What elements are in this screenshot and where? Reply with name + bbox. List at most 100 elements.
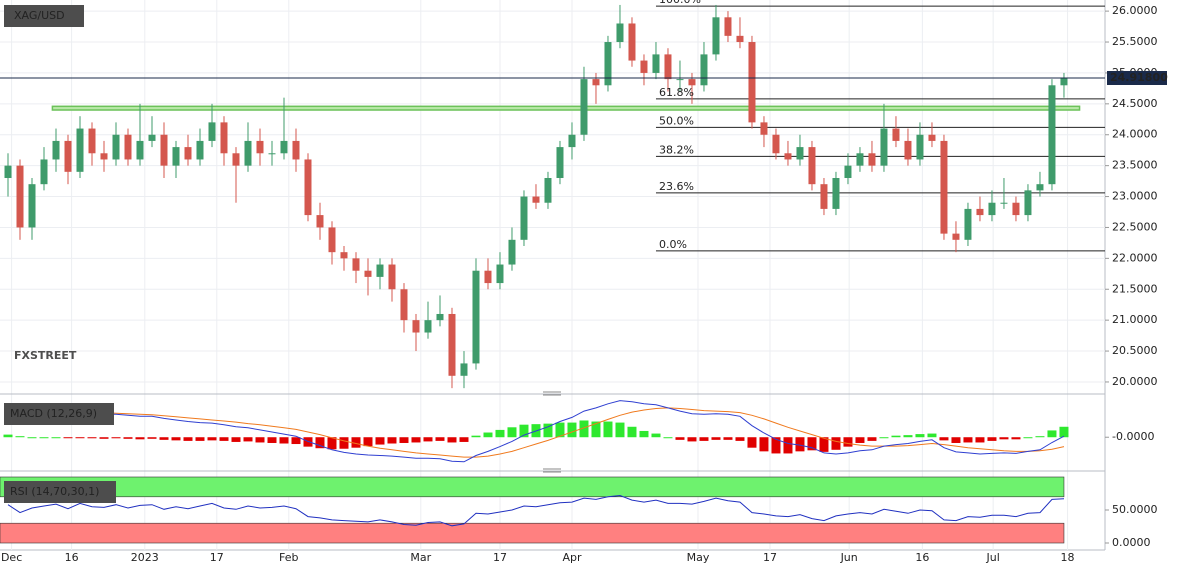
histogram-bar — [435, 437, 445, 441]
candle-body — [1036, 184, 1044, 191]
y-tick-label: 25.5000 — [1112, 35, 1158, 48]
histogram-bar — [15, 436, 25, 438]
y-tick-label: 22.0000 — [1112, 251, 1158, 264]
x-tick-label: Jun — [840, 551, 858, 564]
histogram-bar — [879, 437, 889, 439]
candle-body — [844, 165, 852, 179]
histogram-bar — [219, 437, 229, 441]
candle-body — [52, 140, 60, 160]
candle-body — [292, 140, 300, 160]
over-layer: Dec 16 2023 17 Feb Mar 17 Apr May 17 Jun 16 Jul 18 20.… — [0, 0, 1168, 564]
candle-body — [1012, 202, 1020, 216]
indicator-box — [4, 481, 116, 503]
candle-body — [880, 128, 888, 166]
under-layer: FXSTREET — [0, 0, 1106, 551]
candle-body — [424, 320, 432, 333]
candle-body — [388, 264, 396, 290]
histogram-bar — [795, 437, 805, 452]
candle-body — [772, 134, 780, 154]
histogram-bar — [399, 437, 409, 443]
histogram-bar — [1023, 437, 1033, 439]
candle-body — [232, 153, 240, 166]
candle-body — [124, 134, 132, 160]
histogram-bar — [603, 421, 613, 438]
histogram-bar — [867, 437, 877, 441]
last-price-label: 24.91800 — [1110, 71, 1168, 84]
candle-body — [412, 320, 420, 333]
candle-body — [1024, 190, 1032, 216]
candle-body — [28, 184, 36, 228]
histogram-bar — [351, 437, 361, 448]
histogram-bar — [807, 437, 817, 451]
candle-body — [808, 147, 816, 185]
histogram-bar — [315, 437, 325, 449]
y-tick-label: 24.0000 — [1112, 128, 1158, 141]
macd-line — [7, 400, 1065, 463]
candle-body — [364, 270, 372, 277]
candle-body — [712, 17, 720, 55]
candle-body — [496, 264, 504, 284]
histogram-bar — [687, 437, 697, 442]
candle-body — [316, 215, 324, 228]
candle-body — [304, 159, 312, 216]
candle-body — [760, 122, 768, 135]
histogram-bar — [243, 437, 253, 442]
histogram-bar — [423, 437, 433, 442]
histogram-bar — [999, 437, 1009, 440]
candle-body — [160, 134, 168, 166]
candle-body — [796, 147, 804, 160]
candle-body — [508, 239, 516, 265]
histogram-bar — [987, 437, 997, 441]
histogram-bar — [1011, 437, 1021, 440]
candle-body — [940, 140, 948, 234]
x-tick-label: Apr — [562, 551, 582, 564]
histogram-bar — [291, 437, 301, 445]
oversold-zone — [0, 522, 1065, 544]
x-tick-label: Mar — [410, 551, 431, 564]
x-tick-label: 16 — [65, 551, 79, 564]
rsi-line — [7, 494, 1065, 527]
histogram-bar — [723, 437, 733, 440]
histogram-bar — [63, 437, 73, 439]
histogram-bar — [663, 437, 673, 439]
histogram-bar — [495, 429, 505, 438]
histogram-bar — [783, 437, 793, 454]
histogram-bar — [339, 437, 349, 449]
histogram-bar — [927, 433, 937, 438]
histogram-bar — [519, 424, 529, 438]
y-tick-label: 24.5000 — [1112, 97, 1158, 110]
candle-body — [724, 17, 732, 36]
fib-label: 23.6% — [659, 180, 694, 193]
candle-body — [544, 178, 552, 203]
candle-body — [460, 363, 468, 376]
fib-label: 38.2% — [659, 143, 694, 156]
y-tick-label: 23.0000 — [1112, 190, 1158, 203]
histogram-bar — [135, 437, 145, 440]
histogram-bar — [303, 437, 313, 447]
x-tick-label: Jul — [986, 551, 1000, 564]
candle-body — [604, 42, 612, 86]
candle-body — [1060, 77, 1068, 86]
histogram-bar — [831, 437, 841, 450]
histogram-bar — [279, 437, 289, 444]
histogram-bar — [651, 433, 661, 438]
candle-body — [616, 23, 624, 43]
candle-body — [484, 270, 492, 284]
indicator-label: RSI (14,70,30,1) — [10, 485, 99, 498]
candle-body — [820, 184, 828, 209]
histogram-bar — [615, 422, 625, 438]
resize-handle[interactable] — [543, 391, 561, 473]
histogram-bar — [459, 437, 469, 442]
x-tick-label: 17 — [493, 551, 507, 564]
y-tick-label: 20.5000 — [1112, 344, 1158, 357]
candle-body — [856, 153, 864, 166]
candle-body — [580, 79, 588, 135]
candle-body — [700, 54, 708, 86]
histogram-bar — [939, 437, 949, 441]
histogram-bar — [327, 437, 337, 450]
candle-body — [832, 178, 840, 209]
candle-body — [64, 140, 72, 172]
candle-body — [100, 153, 108, 160]
histogram-bar — [555, 422, 565, 438]
candle-body — [976, 208, 984, 216]
